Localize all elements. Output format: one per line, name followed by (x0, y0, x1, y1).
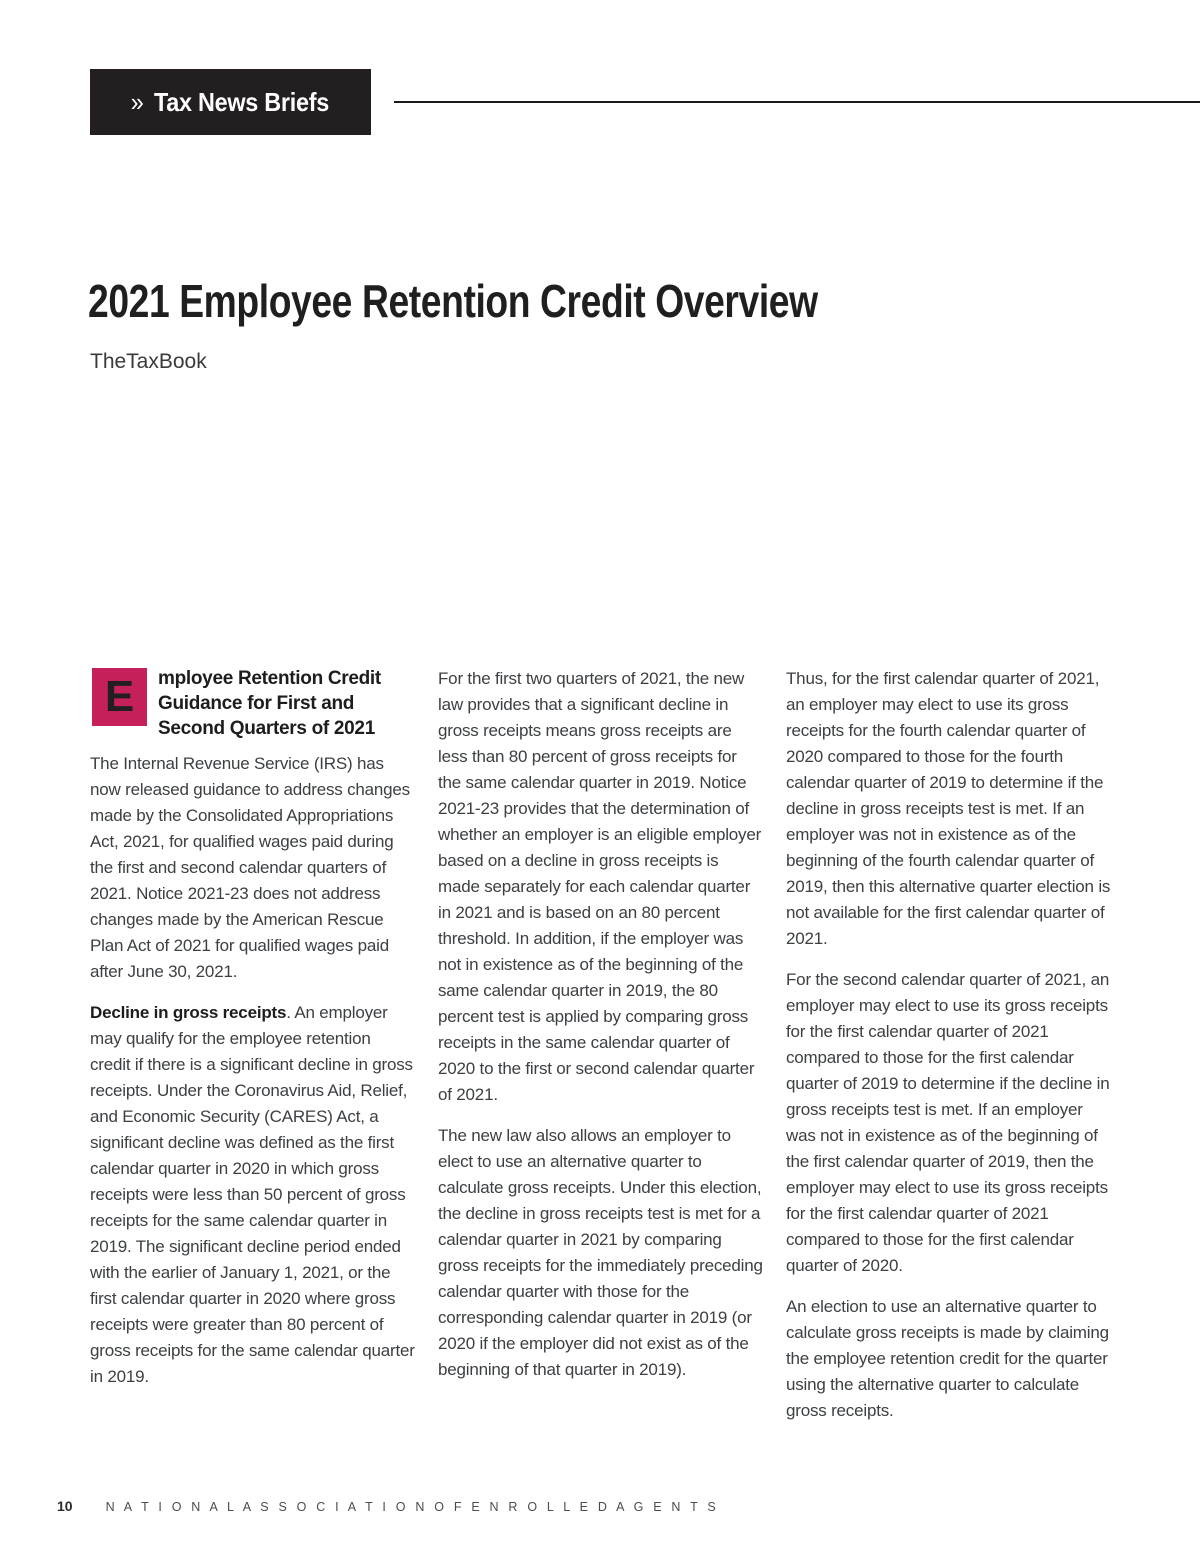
paragraph-lead-in: Decline in gross receipts (90, 1003, 287, 1022)
footer-organization: N A T I O N A L A S S O C I A T I O N O … (105, 1500, 719, 1514)
paragraph-decline: Decline in gross receipts. An employer m… (90, 1000, 415, 1390)
lede-heading-block: E mployee Retention Credit Guidance for … (90, 666, 415, 746)
column-1: E mployee Retention Credit Guidance for … (90, 666, 415, 1439)
double-chevron-icon: » (130, 86, 144, 117)
column-2: For the first two quarters of 2021, the … (438, 666, 763, 1439)
paragraph-first-quarter-election: Thus, for the first calendar quarter of … (786, 669, 1111, 948)
header-rule (394, 101, 1200, 103)
page-footer: 10 N A T I O N A L A S S O C I A T I O N… (57, 1498, 719, 1514)
paragraph-first-two-quarters: For the first two quarters of 2021, the … (438, 669, 762, 1104)
column-3: Thus, for the first calendar quarter of … (786, 666, 1111, 1439)
paragraph-second-quarter-election: For the second calendar quarter of 2021,… (786, 970, 1110, 1275)
page-number: 10 (57, 1498, 73, 1514)
paragraph-intro: The Internal Revenue Service (IRS) has n… (90, 754, 410, 981)
paragraph-lead-rest: . An employer may qualify for the employ… (90, 1003, 415, 1386)
paragraph-alternative-quarter: The new law also allows an employer to e… (438, 1126, 763, 1379)
article-title: 2021 Employee Retention Credit Overview (88, 275, 818, 327)
article-body: E mployee Retention Credit Guidance for … (90, 666, 1111, 1439)
paragraph-election-claim: An election to use an alternative quarte… (786, 1297, 1109, 1420)
section-badge: » Tax News Briefs (90, 69, 371, 135)
article-byline: TheTaxBook (90, 350, 207, 373)
section-heading: mployee Retention Credit Guidance for Fi… (158, 668, 381, 739)
dropcap-letter: E (92, 668, 147, 726)
section-badge-label: Tax News Briefs (154, 86, 330, 117)
